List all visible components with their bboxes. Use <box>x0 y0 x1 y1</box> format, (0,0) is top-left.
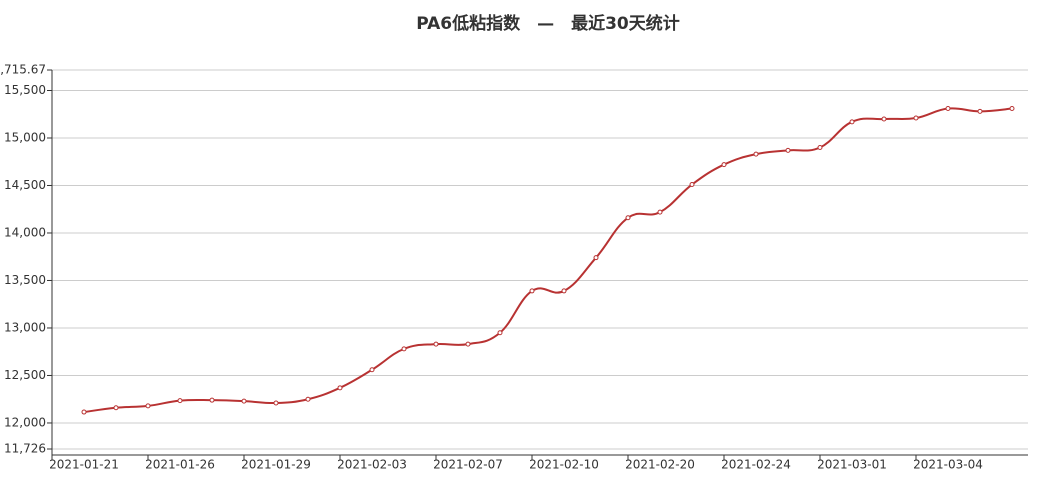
point <box>657 209 663 215</box>
point <box>849 119 855 125</box>
x-tick-label: 2021-02-10 <box>529 458 599 472</box>
point <box>81 409 87 415</box>
y-tick-label: 13,000 <box>4 320 46 334</box>
point <box>817 144 823 150</box>
point <box>529 288 535 294</box>
x-tick-label: 2021-03-04 <box>913 458 983 472</box>
point <box>913 115 919 121</box>
point <box>113 405 119 411</box>
point <box>369 367 375 373</box>
line <box>83 107 1013 414</box>
point <box>177 398 183 404</box>
point <box>209 397 215 403</box>
point <box>273 400 279 406</box>
x-tick-label: 2021-01-26 <box>145 458 215 472</box>
point <box>561 288 567 294</box>
point <box>945 106 951 112</box>
x-tick-label: 2021-01-21 <box>49 458 119 472</box>
point <box>625 215 631 221</box>
x-tick-label: 2021-02-24 <box>721 458 791 472</box>
x-tick-label: 2021-02-03 <box>337 458 407 472</box>
point <box>145 403 151 409</box>
point <box>977 108 983 114</box>
y-tick-label: 12,000 <box>4 415 46 429</box>
y-tick-label: 14,500 <box>4 178 46 192</box>
point <box>497 330 503 336</box>
x-tick-label: 2021-01-29 <box>241 458 311 472</box>
x-tick-label: 2021-02-20 <box>625 458 695 472</box>
chart-title: PA6低粘指数 — 最近30天统计 <box>416 13 680 34</box>
y-tick-label: 15,715.67 <box>0 63 46 77</box>
point <box>337 385 343 391</box>
point <box>433 341 439 347</box>
point <box>241 398 247 404</box>
point <box>785 147 791 153</box>
point <box>1009 106 1015 112</box>
y-tick-label: 15,000 <box>4 130 46 144</box>
point <box>881 116 887 122</box>
y-tick-label: 12,500 <box>4 368 46 382</box>
point <box>401 346 407 352</box>
y-tick-label: 15,500 <box>4 83 46 97</box>
y-tick-label: 13,500 <box>4 273 46 287</box>
point <box>689 182 695 188</box>
x-tick-label: 2021-03-01 <box>817 458 887 472</box>
point <box>593 255 599 261</box>
point <box>721 162 727 168</box>
y-tick-label: 14,000 <box>4 225 46 239</box>
y-tick-label: 11,726 <box>4 442 46 456</box>
point <box>305 396 311 402</box>
point <box>465 341 471 347</box>
x-tick-label: 2021-02-07 <box>433 458 503 472</box>
point <box>753 151 759 157</box>
